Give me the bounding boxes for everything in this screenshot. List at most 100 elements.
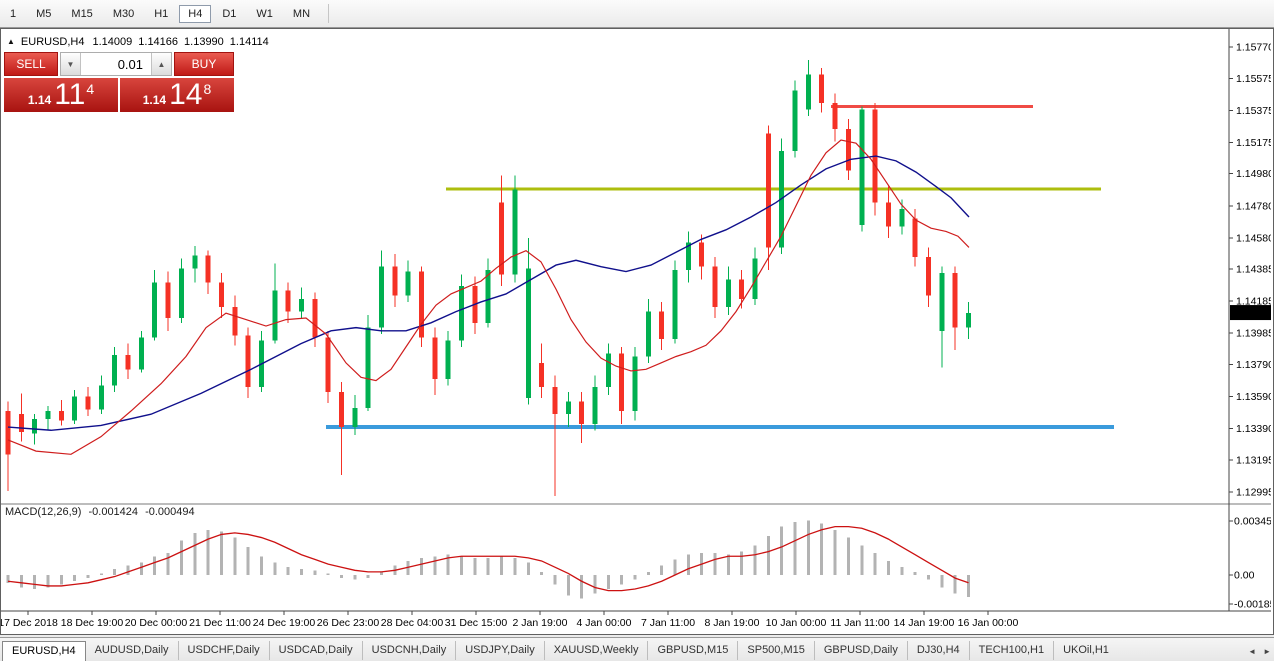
macd-histogram-bar (793, 521, 797, 575)
chart-tab-usdcad-daily[interactable]: USDCAD,Daily (270, 641, 363, 660)
macd-scale-label: 0.00 (1234, 570, 1255, 582)
macd-histogram-bar (233, 537, 237, 575)
chart-tabs-bar: EURUSD,H4 AUDUSD,Daily USDCHF,Daily USDCAD,… (0, 637, 1274, 661)
chart-tab-usdcnh-daily[interactable]: USDCNH,Daily (363, 641, 457, 660)
candle (405, 271, 411, 296)
chart-tab-eurusd-h4[interactable]: EURUSD,H4 (2, 641, 86, 661)
main-chart-pane (5, 59, 1114, 497)
timeframe-button-m5[interactable]: M5 (36, 7, 52, 20)
lot-decrease-button[interactable]: ▼ (61, 53, 81, 75)
time-axis-label: 21 Dec 11:00 (189, 617, 251, 629)
macd-histogram-bar (446, 554, 450, 575)
chart-tab-xauusd-weekly[interactable]: XAUUSD,Weekly (545, 641, 649, 660)
macd-histogram-bar (593, 575, 597, 594)
candle (152, 282, 158, 338)
timeframe-button-mn[interactable]: MN (292, 7, 311, 20)
chart-tab-sp500-m15[interactable]: SP500,M15 (738, 641, 815, 660)
macd-histogram-bar (340, 575, 343, 579)
chart-tab-ukoil-h1[interactable]: UKOil,H1 (1063, 644, 1109, 656)
candle (18, 414, 24, 432)
candle (392, 266, 398, 296)
timeframe-button-h1[interactable]: H1 (154, 7, 169, 20)
chart-tab-dj30-h4[interactable]: DJ30,H4 (908, 641, 970, 660)
candle (685, 242, 691, 270)
candle (632, 356, 638, 412)
candle (725, 279, 731, 307)
macd-histogram-bar (633, 575, 637, 580)
expand-arrow-icon[interactable]: ▲ (7, 37, 15, 46)
buy-button[interactable]: BUY (174, 52, 234, 76)
candle (138, 337, 144, 370)
chart-tab-gbpusd-m15[interactable]: GBPUSD,M15 (648, 641, 739, 660)
price-axis-label: 1.15575 (1236, 73, 1271, 85)
macd-histogram-bar (193, 532, 197, 575)
macd-histogram-bar (126, 565, 130, 575)
chart-tab-usdjpy-daily[interactable]: USDJPY,Daily (456, 641, 545, 660)
macd-histogram-bar (73, 575, 77, 582)
current-price-value: 1.14114 (1234, 307, 1271, 319)
price-axis-label: 1.15175 (1236, 137, 1271, 149)
bid-price-panel[interactable]: 1.14 11 4 (4, 78, 118, 112)
macd-histogram-bar (673, 559, 677, 575)
candle (125, 354, 131, 370)
timeframe-button-1[interactable]: 1 (10, 7, 17, 20)
trade-buttons-row: SELL ▼ 0.01 ▲ BUY (4, 52, 234, 76)
macd-histogram-bar (420, 557, 424, 575)
macd-histogram-bar (259, 556, 263, 575)
chart-tab-gbpusd-daily[interactable]: GBPUSD,Daily (815, 641, 908, 660)
chart-canvas[interactable]: 1.157701.155751.153751.151751.149801.147… (1, 29, 1271, 632)
sell-button[interactable]: SELL (4, 52, 58, 76)
candle (58, 411, 64, 421)
candle (912, 218, 918, 258)
macd-histogram-bar (153, 556, 157, 575)
ask-price-prefix: 1.14 (142, 92, 167, 107)
candle (845, 128, 851, 171)
chart-tab-usdchf-daily[interactable]: USDCHF,Daily (179, 641, 270, 660)
lot-increase-button[interactable]: ▲ (151, 53, 171, 75)
macd-histogram-bar (566, 575, 570, 596)
candle (352, 407, 358, 428)
price-axis-label: 1.13790 (1236, 359, 1271, 371)
tabs-scroll-right-icon[interactable]: ► (1263, 647, 1271, 656)
macd-histogram-bar (886, 560, 890, 575)
macd-histogram-bar (59, 575, 63, 585)
bid-price-sup: 4 (86, 80, 95, 97)
candle (192, 255, 198, 269)
timeframe-button-m30[interactable]: M30 (112, 7, 135, 20)
candle (72, 396, 78, 421)
macd-histogram-bar (219, 531, 223, 575)
chart-tab-audusd-daily[interactable]: AUDUSD,Daily (86, 641, 179, 660)
tabs-scroll-left-icon[interactable]: ◄ (1248, 647, 1257, 656)
macd-histogram-bar (99, 573, 103, 575)
ask-price-sup: 8 (203, 80, 212, 97)
timeframe-button-m15[interactable]: M15 (71, 7, 93, 20)
price-axis-label: 1.14185 (1236, 296, 1271, 308)
price-axis-label: 1.14980 (1236, 168, 1271, 180)
time-axis-label: 18 Dec 19:00 (61, 617, 124, 629)
candle (112, 354, 118, 386)
lot-size-field[interactable]: 0.01 (81, 53, 151, 75)
timeframe-button-d1[interactable]: D1 (222, 7, 237, 20)
macd-histogram-bar (620, 575, 624, 585)
price-axis-label: 1.13985 (1236, 328, 1271, 340)
macd-histogram-bar (580, 575, 584, 599)
macd-histogram-bar (940, 575, 944, 588)
macd-histogram-bar (513, 557, 517, 575)
chart-tab-tech100-h1[interactable]: TECH100,H1 (970, 641, 1055, 660)
ask-price-panel[interactable]: 1.14 14 8 (120, 78, 234, 112)
tab-scroll-arrows: ◄ ► (1248, 647, 1271, 656)
bar-low-value: 1.13990 (184, 36, 224, 48)
time-axis-label: 31 Dec 15:00 (445, 617, 508, 629)
time-axis-label: 2 Jan 19:00 (513, 617, 568, 629)
macd-histogram-bar (726, 554, 730, 575)
candle (819, 74, 825, 104)
candle (432, 337, 438, 379)
timeframe-button-w1[interactable]: W1 (256, 7, 273, 20)
macd-histogram-bar (113, 568, 117, 575)
candle (765, 133, 771, 248)
candle (85, 396, 91, 410)
timeframe-button-h4[interactable]: H4 (179, 4, 212, 23)
macd-histogram-bar (926, 575, 930, 580)
candle (365, 327, 371, 408)
macd-histogram-bar (753, 545, 757, 575)
